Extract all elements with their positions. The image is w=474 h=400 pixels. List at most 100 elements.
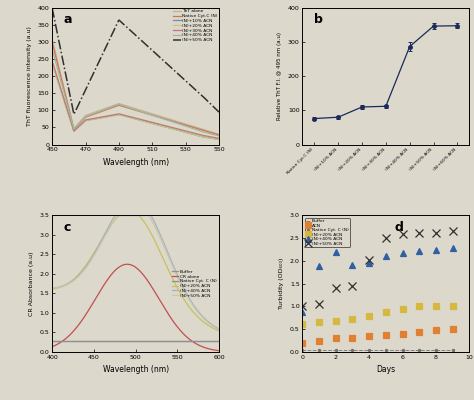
- ACN: [350, 336, 356, 341]
- (N)+50% ACN: [201, 95, 207, 100]
- (N)+40% ACN: [366, 261, 372, 266]
- (N)+10% ACN: [149, 121, 155, 126]
- (N)+30% ACN: [190, 130, 196, 135]
- (N)+50% ACN: [152, 50, 158, 55]
- ACN: [416, 329, 422, 334]
- (N)+50% ACN: [191, 85, 196, 90]
- Y-axis label: CR Absorbance (a.u): CR Absorbance (a.u): [29, 252, 34, 316]
- Native Cyt. C (N): [433, 347, 439, 352]
- Text: d: d: [394, 221, 403, 234]
- Text: a: a: [64, 14, 73, 26]
- ThT alone: [148, 111, 154, 116]
- CR alone: [125, 262, 130, 267]
- (N)+40% ACN: [416, 248, 422, 253]
- (N)+10% ACN: [216, 137, 222, 142]
- (N)+40% ACN: [400, 250, 405, 255]
- (N)+20% ACN: [148, 121, 154, 126]
- Buffer: [49, 339, 55, 344]
- (N)+20% ACN: [383, 310, 389, 314]
- (N)+20% ACN: [300, 321, 305, 326]
- Buffer: [149, 339, 155, 344]
- (N)+50% ACN: [216, 328, 222, 332]
- Native Cyt.C (N): [201, 128, 206, 133]
- Buffer: [350, 347, 356, 352]
- (N)+50% ACN: [366, 258, 372, 262]
- Line: (N)+40% ACN: (N)+40% ACN: [52, 49, 219, 136]
- Line: CR alone: CR alone: [52, 264, 219, 351]
- (N)+10% ACN: [49, 60, 55, 65]
- (N)+30% ACN: [216, 136, 222, 141]
- CR alone: [191, 340, 196, 344]
- (N)+20% ACN: [149, 232, 155, 236]
- Line: Native Cyt. C (N): Native Cyt. C (N): [301, 348, 455, 352]
- (N)+50% ACN: [416, 230, 422, 235]
- (N)+50% ACN: [383, 236, 389, 241]
- Native Cyt. C (N): [416, 347, 422, 352]
- (N)+50% ACN: [149, 218, 155, 222]
- Native Cyt. C (N): [450, 347, 456, 352]
- Buffer: [433, 347, 439, 352]
- Line: (N)+20% ACN: (N)+20% ACN: [52, 216, 219, 331]
- (N)+50% ACN: [115, 213, 120, 218]
- (N)+40% ACN: [152, 220, 158, 225]
- Legend: ThT alone, Native Cyt.C (N), (N)+10% ACN, (N)+20% ACN, (N)+30% ACN, (N)+40% ACN,: ThT alone, Native Cyt.C (N), (N)+10% ACN…: [173, 9, 218, 42]
- Y-axis label: Relative ThT F.I. @ 495 nm (a.u): Relative ThT F.I. @ 495 nm (a.u): [277, 32, 283, 120]
- (N)+50% ACN: [49, 286, 55, 290]
- (N)+20% ACN: [116, 213, 122, 218]
- ThT alone: [50, 39, 55, 44]
- (N)+50% ACN: [433, 230, 439, 235]
- (N)+50% ACN: [49, 6, 55, 10]
- (N)+40% ACN: [50, 49, 55, 54]
- (N)+20% ACN: [316, 320, 322, 325]
- (N)+50% ACN: [149, 48, 155, 52]
- Native Cyt. C (N): [216, 339, 222, 344]
- (N)+20% ACN: [149, 121, 155, 126]
- Line: (N)+30% ACN: (N)+30% ACN: [52, 61, 219, 138]
- (N)+30% ACN: [149, 120, 155, 124]
- (N)+20% ACN: [151, 122, 157, 126]
- Line: (N)+20% ACN: (N)+20% ACN: [52, 64, 219, 139]
- ACN: [300, 340, 305, 345]
- (N)+30% ACN: [151, 120, 157, 125]
- Buffer: [450, 347, 456, 352]
- Native Cyt. C (N): [153, 339, 158, 344]
- Line: (N)+40% ACN: (N)+40% ACN: [52, 216, 219, 329]
- (N)+20% ACN: [216, 329, 222, 334]
- (N)+20% ACN: [201, 134, 206, 139]
- Native Cyt. C (N): [55, 339, 60, 344]
- Native Cyt. C (N): [49, 339, 55, 344]
- (N)+20% ACN: [201, 320, 207, 325]
- (N)+20% ACN: [149, 233, 155, 238]
- (N)+10% ACN: [148, 121, 154, 126]
- Line: (N)+50% ACN: (N)+50% ACN: [298, 227, 457, 311]
- X-axis label: Days: Days: [376, 365, 395, 374]
- Native Cyt. C (N): [350, 347, 356, 352]
- (N)+20% ACN: [450, 303, 456, 308]
- (N)+40% ACN: [50, 286, 55, 290]
- (N)+40% ACN: [149, 112, 155, 117]
- ACN: [383, 332, 389, 337]
- ACN: [366, 334, 372, 338]
- CR alone: [50, 344, 55, 349]
- (N)+40% ACN: [216, 134, 222, 138]
- (N)+20% ACN: [191, 310, 196, 314]
- (N)+30% ACN: [49, 58, 55, 63]
- Buffer: [300, 347, 305, 352]
- CR alone: [149, 284, 155, 289]
- Native Cyt. C (N): [366, 347, 372, 352]
- Native Cyt. C (N): [50, 339, 55, 344]
- ACN: [400, 331, 405, 336]
- (N)+40% ACN: [49, 286, 55, 290]
- Y-axis label: ThT fluorescence intensity (a.u): ThT fluorescence intensity (a.u): [27, 26, 32, 126]
- (N)+40% ACN: [350, 262, 356, 267]
- CR alone: [49, 344, 55, 349]
- (N)+40% ACN: [149, 214, 155, 218]
- (N)+40% ACN: [316, 263, 322, 268]
- (N)+50% ACN: [152, 224, 158, 229]
- Buffer: [201, 339, 207, 344]
- ThT alone: [201, 127, 206, 132]
- (N)+50% ACN: [50, 286, 55, 290]
- (N)+20% ACN: [333, 319, 338, 324]
- Buffer: [400, 347, 405, 352]
- (N)+40% ACN: [151, 114, 157, 118]
